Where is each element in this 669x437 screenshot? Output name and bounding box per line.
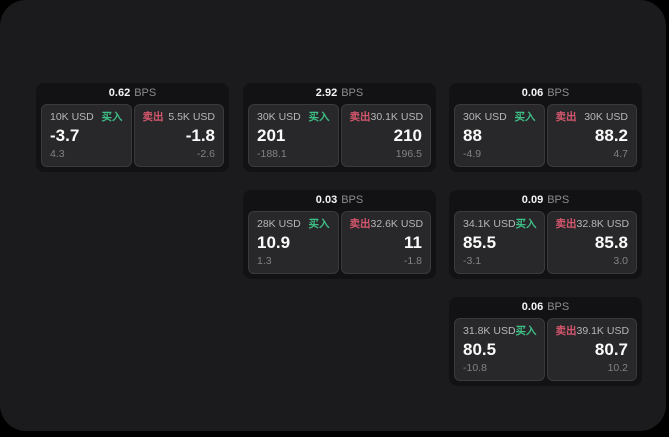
- sell-price: 88.2: [594, 126, 628, 145]
- card-header: 0.06 BPS: [454, 83, 637, 104]
- bps-value: 0.06: [521, 301, 544, 313]
- buy-amount: 31.8K USD: [463, 325, 516, 337]
- bps-unit-label: BPS: [547, 301, 570, 313]
- bps-value: 0.03: [315, 194, 338, 206]
- buy-amount: 28K USD: [257, 218, 301, 230]
- sell-tile[interactable]: 卖出 32.8K USD 85.8 3.0: [546, 211, 637, 274]
- quote-card: 0.09 BPS 34.1K USD 买入 85.5 -3.1 卖出 32.8K…: [449, 190, 642, 279]
- sell-label: 卖出: [142, 111, 164, 123]
- bps-value: 0.06: [521, 87, 544, 99]
- quote-card: 0.06 BPS 30K USD 买入 88 -4.9 卖出 30K USD 8…: [449, 83, 642, 172]
- sell-tile[interactable]: 卖出 32.6K USD 11 -1.8: [340, 211, 431, 274]
- sell-tile[interactable]: 卖出 39.1K USD 80.7 10.2: [546, 318, 637, 381]
- bps-unit-label: BPS: [341, 194, 364, 206]
- buy-tile[interactable]: 34.1K USD 买入 85.5 -3.1: [454, 211, 545, 274]
- sell-label: 卖出: [555, 218, 577, 230]
- sell-change: 4.7: [613, 148, 628, 160]
- buy-tile[interactable]: 31.8K USD 买入 80.5 -10.8: [454, 318, 545, 381]
- card-header: 0.06 BPS: [454, 297, 637, 318]
- buy-price: 201: [257, 126, 286, 145]
- buy-tile[interactable]: 30K USD 买入 88 -4.9: [454, 104, 545, 167]
- sell-price: 11: [404, 233, 422, 252]
- buy-change: -3.1: [463, 255, 482, 267]
- sell-change: 10.2: [607, 362, 628, 374]
- quote-card: 0.03 BPS 28K USD 买入 10.9 1.3 卖出 32.6K US…: [243, 190, 436, 279]
- bps-value: 0.62: [108, 87, 131, 99]
- buy-price: 80.5: [463, 340, 497, 359]
- card-header: 0.03 BPS: [248, 190, 431, 211]
- buy-tile[interactable]: 30K USD 买入 201 -188.1: [248, 104, 339, 167]
- sell-change: -2.6: [196, 148, 215, 160]
- buy-label: 买入: [308, 218, 330, 230]
- card-header: 2.92 BPS: [248, 83, 431, 104]
- buy-price: 10.9: [257, 233, 291, 252]
- sell-amount: 5.5K USD: [168, 111, 215, 123]
- sell-price: 85.8: [594, 233, 628, 252]
- sell-tile[interactable]: 卖出 30K USD 88.2 4.7: [546, 104, 637, 167]
- sell-price: 80.7: [594, 340, 628, 359]
- sell-amount: 32.6K USD: [370, 218, 424, 230]
- quote-card: 0.06 BPS 31.8K USD 买入 80.5 -10.8 卖出 39.1…: [449, 297, 642, 386]
- bps-unit-label: BPS: [547, 194, 570, 206]
- sell-label: 卖出: [555, 325, 577, 337]
- buy-label: 买入: [101, 111, 123, 123]
- card-header: 0.62 BPS: [41, 83, 224, 104]
- sell-tile[interactable]: 卖出 30.1K USD 210 196.5: [340, 104, 431, 167]
- sell-amount: 39.1K USD: [576, 325, 630, 337]
- buy-price: 85.5: [463, 233, 497, 252]
- bps-value: 2.92: [315, 87, 338, 99]
- sell-label: 卖出: [349, 111, 371, 123]
- buy-label: 买入: [515, 325, 537, 337]
- sell-change: 196.5: [395, 148, 422, 160]
- sell-change: -1.8: [403, 255, 422, 267]
- buy-change: -4.9: [463, 148, 482, 160]
- buy-price: 88: [463, 126, 482, 145]
- buy-change: 1.3: [257, 255, 272, 267]
- buy-change: -188.1: [257, 148, 287, 160]
- buy-label: 买入: [514, 111, 536, 123]
- sell-label: 卖出: [349, 218, 371, 230]
- sell-change: 3.0: [613, 255, 628, 267]
- quote-card: 0.62 BPS 10K USD 买入 -3.7 4.3 卖出 5.5K USD…: [36, 83, 229, 172]
- sell-price: 210: [393, 126, 422, 145]
- sell-amount: 32.8K USD: [576, 218, 630, 230]
- buy-label: 买入: [515, 218, 537, 230]
- bps-value: 0.09: [521, 194, 544, 206]
- buy-tile[interactable]: 28K USD 买入 10.9 1.3: [248, 211, 339, 274]
- buy-amount: 30K USD: [463, 111, 507, 123]
- quote-card: 2.92 BPS 30K USD 买入 201 -188.1 卖出 30.1K …: [243, 83, 436, 172]
- buy-tile[interactable]: 10K USD 买入 -3.7 4.3: [41, 104, 132, 167]
- sell-label: 卖出: [555, 111, 577, 123]
- buy-amount: 30K USD: [257, 111, 301, 123]
- buy-label: 买入: [308, 111, 330, 123]
- bps-unit-label: BPS: [547, 87, 570, 99]
- buy-change: -10.8: [463, 362, 487, 374]
- buy-amount: 10K USD: [50, 111, 94, 123]
- sell-amount: 30.1K USD: [370, 111, 424, 123]
- bps-unit-label: BPS: [134, 87, 157, 99]
- bps-unit-label: BPS: [341, 87, 364, 99]
- buy-price: -3.7: [50, 126, 80, 145]
- sell-tile[interactable]: 卖出 5.5K USD -1.8 -2.6: [133, 104, 224, 167]
- sell-amount: 30K USD: [584, 111, 628, 123]
- buy-amount: 34.1K USD: [463, 218, 516, 230]
- card-header: 0.09 BPS: [454, 190, 637, 211]
- sell-price: -1.8: [185, 126, 215, 145]
- buy-change: 4.3: [50, 148, 65, 160]
